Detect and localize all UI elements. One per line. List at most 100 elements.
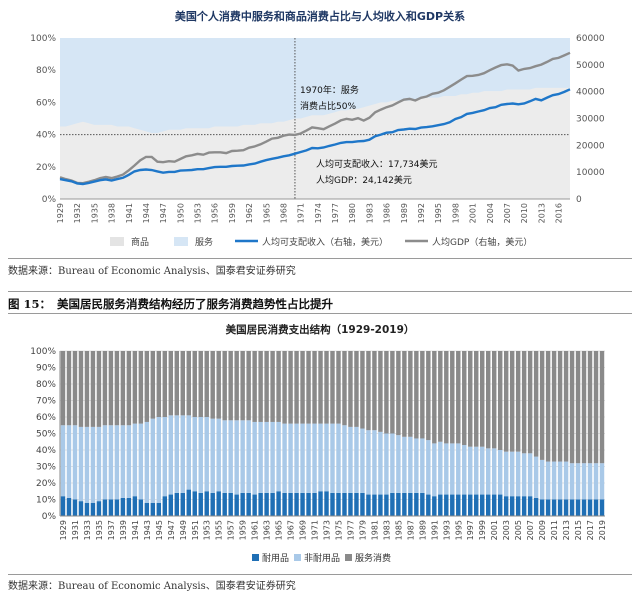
x-tick-label: 2009 [538,520,547,540]
durable-bar [108,499,114,516]
y-tick-label: 40% [36,446,56,456]
services-bar [228,351,233,421]
y-right-tick-label: 30000 [576,115,605,125]
durable-bar [551,499,557,516]
nondurable-bar [264,421,269,493]
x-tick-label: 1959 [239,520,248,540]
x-tick-label: 1981 [370,520,379,540]
legend-goods-label: 商品 [131,236,149,248]
durable-bar [336,492,341,516]
y-tick-label: 70% [36,397,56,407]
services-bar [72,351,78,426]
x-tick-label: 1938 [108,203,117,223]
services-bar [557,351,563,462]
services-bar [126,351,132,426]
durable-bar [72,499,78,516]
income-per-capita-line [59,88,571,186]
services-bar [180,351,185,416]
durable-bar [497,494,503,516]
durable-bar [545,499,551,516]
services-bar [390,351,395,434]
nondurable-bar [186,415,191,490]
services-bar [222,351,227,421]
legend-services-label: 服务消费 [355,552,391,564]
y-tick-label: 100% [30,347,56,357]
services-bar [84,351,90,427]
nondurable-bar [468,446,473,495]
services-bar [468,351,473,447]
services-bar [138,351,144,424]
nondurable-bar [354,426,359,493]
nondurable-bar [366,430,371,495]
nondurable-bar [150,418,156,503]
services-bar [270,351,275,422]
durable-bar [132,496,138,516]
durable-bar [354,492,359,516]
durable-bar [60,496,66,516]
durable-bar [342,492,347,516]
nondurable-bar [539,459,545,500]
services-bar [150,351,156,419]
durable-bar [312,492,317,516]
x-tick-label: 1987 [406,520,415,540]
durable-bar [222,492,227,516]
nondurable-bar [360,428,365,493]
nondurable-bar [276,421,281,492]
durable-bar [396,492,401,516]
services-bar [306,351,311,424]
services-bar [426,351,431,441]
durable-bar [444,494,449,516]
nondurable-bar [527,453,533,497]
x-tick-label: 1995 [454,520,463,540]
chart1-source: 数据来源：Bureau of Economic Analysis、国泰君安证券研… [8,266,296,277]
nondurable-bar [102,425,108,500]
figure15-caption: 美国居民服务消费结构经历了服务消费趋势性占比提升 [57,297,334,311]
durable-bar [324,491,329,516]
legend-gdp-label: 人均GDP（右轴，美元） [432,236,532,248]
durable-bar [503,496,509,516]
nondurable-bar [587,463,593,500]
x-tick-label: 1971 [297,203,306,223]
x-tick-label: 2016 [555,203,564,223]
services-bar [354,351,359,427]
nondurable-bar [174,415,179,493]
services-bar [252,351,257,422]
x-tick-label: 2013 [537,203,546,223]
nondurable-bar [390,433,395,493]
nondurable-bar [456,443,461,495]
services-bar [462,351,467,446]
services-bar [90,351,96,427]
y-tick-label: 90% [36,364,56,374]
services-bar [563,351,569,462]
chart2-plot-area [60,350,605,517]
durable-bar [563,499,569,516]
legend-income-label: 人均可支配收入（右轴，美元） [262,236,388,248]
x-tick-label: 1955 [215,520,224,540]
durable-bar [569,499,575,516]
x-tick-label: 1957 [227,520,236,540]
services-bar [348,351,353,427]
x-tick-label: 2003 [502,520,511,540]
nondurable-bar [342,425,347,493]
services-bar [336,351,341,424]
services-bar [527,351,533,454]
nondurable-bar [599,463,605,500]
nondurable-bar [593,463,599,500]
x-tick-label: 1985 [394,520,403,540]
services-bar [258,351,263,422]
services-bar [599,351,605,464]
durable-bar [468,494,473,516]
durable-bar [114,499,120,516]
durable-bar [480,494,485,516]
x-tick-label: 1973 [323,520,332,540]
durable-bar [593,499,599,516]
y-left-tick-label: 100% [30,34,56,44]
x-tick-label: 1983 [365,203,374,223]
nondurable-bar [330,423,335,493]
services-bar [96,351,102,427]
durable-bar [521,496,527,516]
services-bar [204,351,209,417]
nondurable-bar [384,433,389,495]
durable-bar [408,492,413,516]
nondurable-bar [270,421,275,493]
